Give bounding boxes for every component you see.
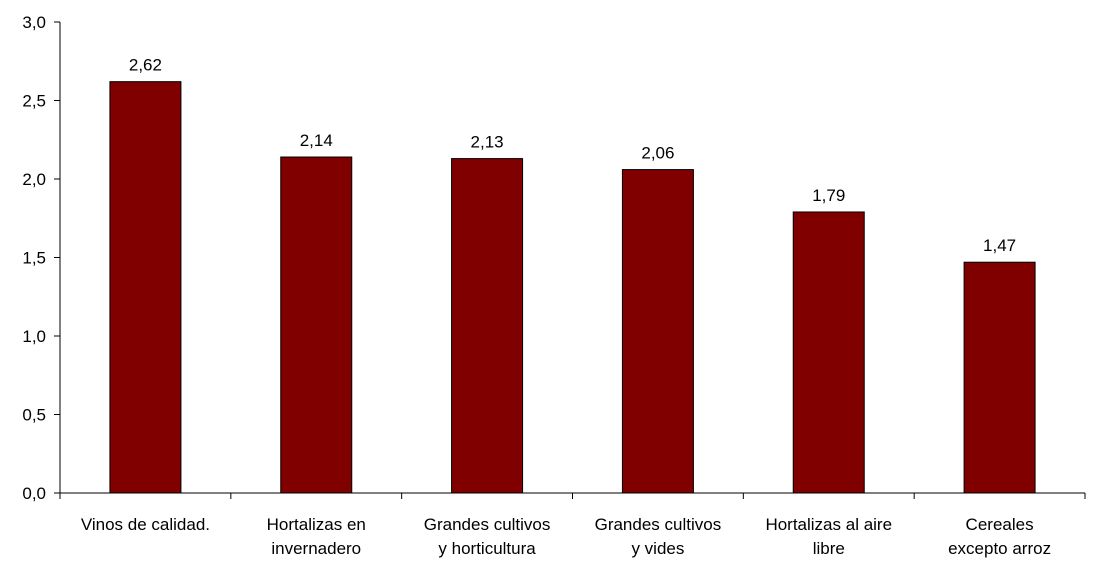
bar: [109, 81, 182, 494]
data-label: 2,06: [641, 144, 674, 163]
x-category-label: y horticultura: [438, 539, 536, 558]
x-category-label: Hortalizas en: [267, 515, 366, 534]
y-tick-label: 2,0: [22, 170, 46, 189]
labels: 0,0 0,5 1,0 1,5 2,0 2,5 3,0 2,62 Vinos de calida…: [22, 13, 1051, 558]
data-label: 2,13: [471, 133, 504, 152]
y-tick-label: 1,0: [22, 327, 46, 346]
x-category-label: Grandes cultivos: [595, 515, 722, 534]
x-category-label: invernadero: [271, 539, 361, 558]
bar: [621, 169, 694, 494]
y-tick-label: 3,0: [22, 13, 46, 32]
data-label: 2,62: [129, 56, 162, 75]
y-tick-label: 2,5: [22, 92, 46, 111]
bar: [792, 211, 865, 494]
y-tick-label: 0,0: [22, 484, 46, 503]
axes: [54, 21, 1086, 499]
bars: [109, 81, 1036, 494]
x-category-label: libre: [813, 539, 845, 558]
x-category-label: excepto arroz: [948, 539, 1051, 558]
x-category-label: y vides: [631, 539, 684, 558]
data-label: 1,47: [983, 236, 1016, 255]
bar: [963, 261, 1036, 494]
data-label: 1,79: [812, 186, 845, 205]
x-category-label: Hortalizas al aire: [765, 515, 892, 534]
x-category-label: Grandes cultivos: [424, 515, 551, 534]
x-category-label: Cereales: [966, 515, 1034, 534]
x-category-label: Vinos de calidad.: [81, 515, 210, 534]
y-tick-label: 1,5: [22, 249, 46, 268]
data-label: 2,14: [300, 131, 333, 150]
bar: [280, 156, 353, 494]
bar: [451, 158, 524, 494]
y-tick-label: 0,5: [22, 406, 46, 425]
